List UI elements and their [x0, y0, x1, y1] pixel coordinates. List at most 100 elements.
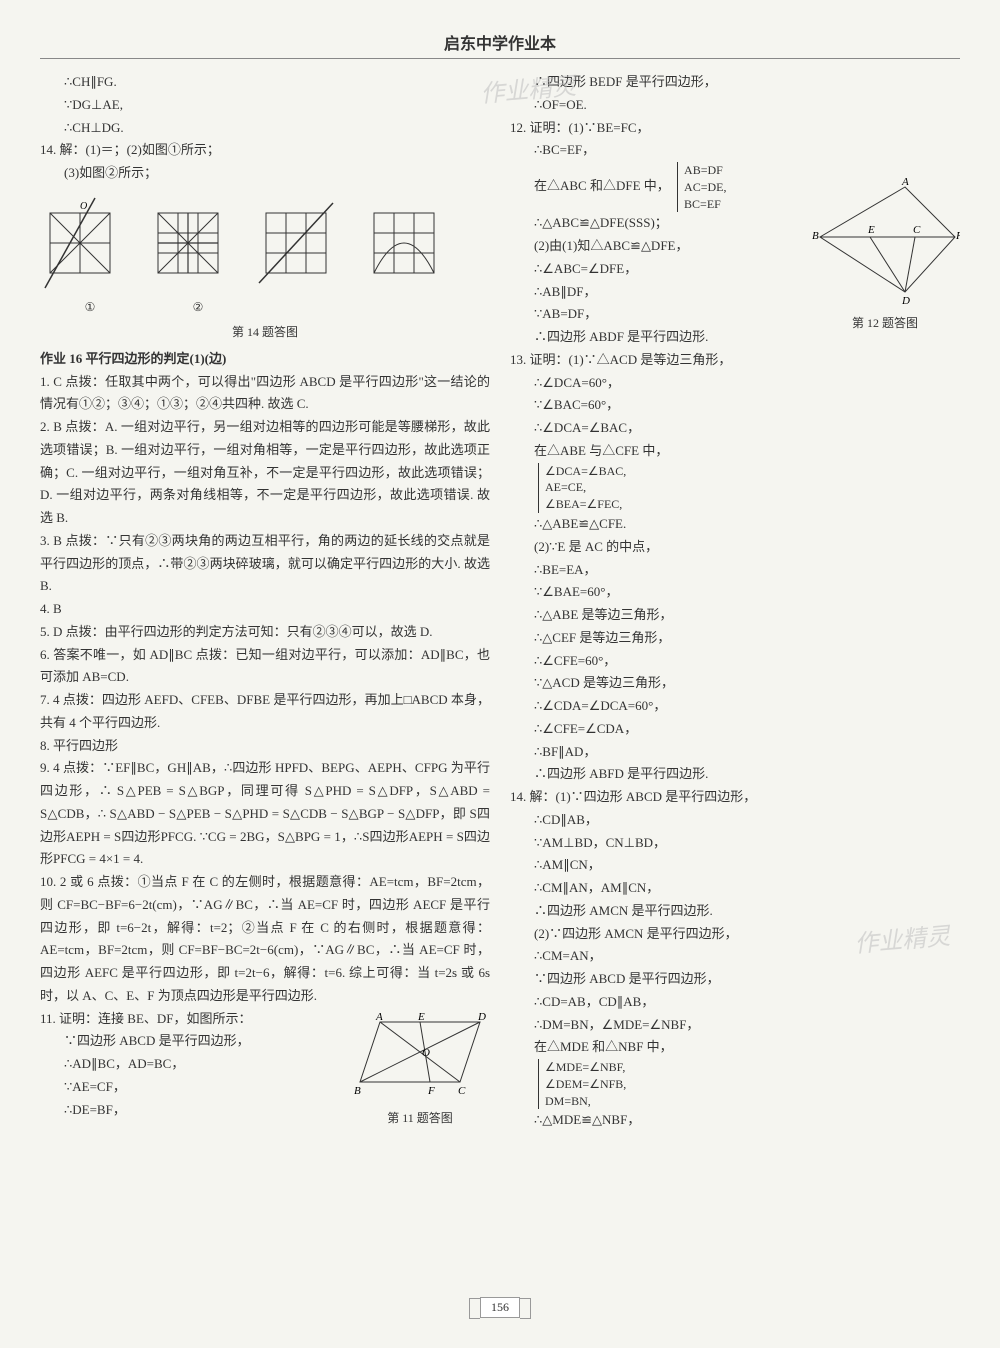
q14-line: ∴CM∥AN，AM∥CN，	[510, 877, 960, 900]
svg-text:B: B	[354, 1085, 361, 1097]
right-column: ∴四边形 BEDF 是平行四边形， ∴OF=OE. A B E C F D	[510, 71, 960, 1132]
grid-diagram-3	[256, 193, 356, 293]
text-line: ∴OF=OE.	[510, 94, 960, 117]
svg-text:D: D	[901, 295, 910, 307]
q13-line: (2)∵E 是 AC 的中点，	[510, 536, 960, 559]
case-line: ∠MDE=∠NBF,	[545, 1059, 626, 1076]
fig14-group2b	[256, 193, 356, 315]
item-10: 10. 2 或 6 点拨：①当点 F 在 C 的左侧时，根据题意得：AE=tcm…	[40, 871, 490, 1008]
q13-line: ∴∠CDA=∠DCA=60°，	[510, 695, 960, 718]
fig14-group2c	[364, 193, 464, 315]
svg-text:A: A	[375, 1012, 383, 1023]
item-3: 3. B 点拨：∵只有②③两块角的两边互相平行，角的两边的延长线的交点就是平行四…	[40, 530, 490, 598]
fig12-caption: 第 12 题答图	[810, 314, 960, 331]
case-line: DM=BN,	[545, 1093, 626, 1110]
q13-line: ∴∠DCA=∠BAC，	[510, 417, 960, 440]
svg-text:A: A	[901, 177, 909, 188]
q14-line: ∴CD=AB，CD∥AB，	[510, 991, 960, 1014]
case-line: BC=EF	[684, 196, 726, 213]
q13-line: ∴△ABE 是等边三角形，	[510, 604, 960, 627]
q14-header: 14. 解：(1)＝；(2)如图①所示；	[40, 139, 490, 162]
q13-cases: ∠DCA=∠BAC, AE=CE, ∠BEA=∠FEC,	[510, 463, 960, 513]
text-line: ∵DG⊥AE,	[40, 94, 490, 117]
q14-line: ∴四边形 AMCN 是平行四边形.	[510, 900, 960, 923]
case-line: ∠DEM=∠NFB,	[545, 1076, 626, 1093]
case-line: AC=DE,	[684, 179, 726, 196]
case-line: AE=CE,	[545, 479, 626, 496]
svg-text:E: E	[417, 1012, 425, 1023]
fig14-group2a: ②	[148, 193, 248, 315]
q12-line: ∴BC=EF，	[510, 139, 960, 162]
svg-text:B: B	[812, 230, 819, 242]
svg-text:C: C	[458, 1085, 466, 1097]
q13-line: ∵∠BAC=60°，	[510, 394, 960, 417]
text-line: ∴CH⊥DG.	[40, 117, 490, 140]
svg-text:D: D	[477, 1012, 486, 1023]
q13-line: ∴四边形 ABFD 是平行四边形.	[510, 763, 960, 786]
rhombus-diagram-12: A B E C F D	[810, 177, 960, 307]
q13-line: ∴BF∥AD，	[510, 741, 960, 764]
page-number: 156	[480, 1297, 520, 1318]
cases-brace: AB=DF AC=DE, BC=EF	[677, 162, 726, 212]
svg-text:C: C	[913, 224, 921, 236]
q13-line: ∴∠DCA=60°，	[510, 372, 960, 395]
case-line: ∠DCA=∠BAC,	[545, 463, 626, 480]
fig14-group1: O ①	[40, 193, 140, 315]
q13-line: 在△ABE 与△CFE 中，	[510, 440, 960, 463]
fig14-caption: 第 14 题答图	[40, 323, 490, 340]
q14-cases: ∠MDE=∠NBF, ∠DEM=∠NFB, DM=BN,	[510, 1059, 960, 1109]
q13-line: ∴△CEF 是等边三角形，	[510, 627, 960, 650]
text-line: ∴四边形 BEDF 是平行四边形，	[510, 71, 960, 94]
cases-brace: ∠DCA=∠BAC, AE=CE, ∠BEA=∠FEC,	[538, 463, 626, 513]
cases-brace: ∠MDE=∠NBF, ∠DEM=∠NFB, DM=BN,	[538, 1059, 626, 1109]
fig11-caption: 第 11 题答图	[350, 1109, 490, 1126]
svg-text:O: O	[80, 201, 87, 212]
svg-text:F: F	[955, 230, 960, 242]
grid-diagram-1: O	[40, 193, 140, 293]
section-title: 作业 16 平行四边形的判定(1)(边)	[40, 348, 490, 371]
q14-line: ∴DM=BN，∠MDE=∠NBF，	[510, 1014, 960, 1037]
left-column: ∴CH∥FG. ∵DG⊥AE, ∴CH⊥DG. 14. 解：(1)＝；(2)如图…	[40, 71, 490, 1132]
q13-line: ∵△ACD 是等边三角形，	[510, 672, 960, 695]
q13-line: ∴BE=EA，	[510, 559, 960, 582]
q14-sub: (3)如图②所示；	[40, 162, 490, 185]
content-columns: ∴CH∥FG. ∵DG⊥AE, ∴CH⊥DG. 14. 解：(1)＝；(2)如图…	[40, 71, 960, 1132]
svg-text:F: F	[427, 1085, 435, 1097]
q14-line: ∴CD∥AB，	[510, 809, 960, 832]
q13-line: 13. 证明：(1)∵△ACD 是等边三角形，	[510, 349, 960, 372]
q14-line: ∵四边形 ABCD 是平行四边形，	[510, 968, 960, 991]
q14-line: ∴△MDE≌△NBF，	[510, 1109, 960, 1132]
item-2: 2. B 点拨：A. 一组对边平行，另一组对边相等的四边形可能是等腰梯形，故此选…	[40, 416, 490, 530]
item-7: 7. 4 点拨：四边形 AEFD、CFEB、DFBE 是平行四边形，再加上□AB…	[40, 689, 490, 735]
svg-text:E: E	[867, 224, 875, 236]
q13-line: ∵∠BAE=60°，	[510, 581, 960, 604]
item-8: 8. 平行四边形	[40, 735, 490, 758]
fig11-container: A E D B F C O 第 11 题答图	[350, 1012, 490, 1126]
case-line: AB=DF	[684, 162, 726, 179]
item-5: 5. D 点拨：由平行四边形的判定方法可知：只有②③④可以，故选 D.	[40, 621, 490, 644]
page-container: 启东中学作业本 作业精灵 作业精灵 ∴CH∥FG. ∵DG⊥AE, ∴CH⊥DG…	[0, 0, 1000, 1162]
fig-label-2: ②	[148, 300, 248, 315]
q14-line: 在△MDE 和△NBF 中，	[510, 1036, 960, 1059]
q13-line: ∴∠CFE=60°，	[510, 650, 960, 673]
text-line: ∴CH∥FG.	[40, 71, 490, 94]
figure-14-row: O ① ②	[40, 193, 490, 315]
q14-line: 14. 解：(1)∵四边形 ABCD 是平行四边形，	[510, 786, 960, 809]
q14-line: ∵AM⊥BD，CN⊥BD，	[510, 832, 960, 855]
svg-text:O: O	[422, 1047, 430, 1059]
parallelogram-diagram-11: A E D B F C O	[350, 1012, 490, 1102]
grid-diagram-4	[364, 193, 464, 293]
q14-line: ∴AM∥CN，	[510, 854, 960, 877]
q13-line: ∴△ABE≌△CFE.	[510, 513, 960, 536]
text: 在△ABC 和△DFE 中，	[534, 178, 670, 193]
fig-label-1: ①	[40, 300, 140, 315]
item-9: 9. 4 点拨：∵EF∥BC，GH∥AB，∴四边形 HPFD、BEPG、AEPH…	[40, 757, 490, 871]
q12-line: 12. 证明：(1)∵BE=FC，	[510, 117, 960, 140]
item-1: 1. C 点拨：任取其中两个，可以得出"四边形 ABCD 是平行四边形"这一结论…	[40, 371, 490, 417]
q13-line: ∴∠CFE=∠CDA，	[510, 718, 960, 741]
page-header: 启东中学作业本	[40, 30, 960, 59]
fig12-container: A B E C F D 第 12 题答图	[810, 177, 960, 331]
case-line: ∠BEA=∠FEC,	[545, 496, 626, 513]
grid-diagram-2	[148, 193, 248, 293]
item-4: 4. B	[40, 598, 490, 621]
